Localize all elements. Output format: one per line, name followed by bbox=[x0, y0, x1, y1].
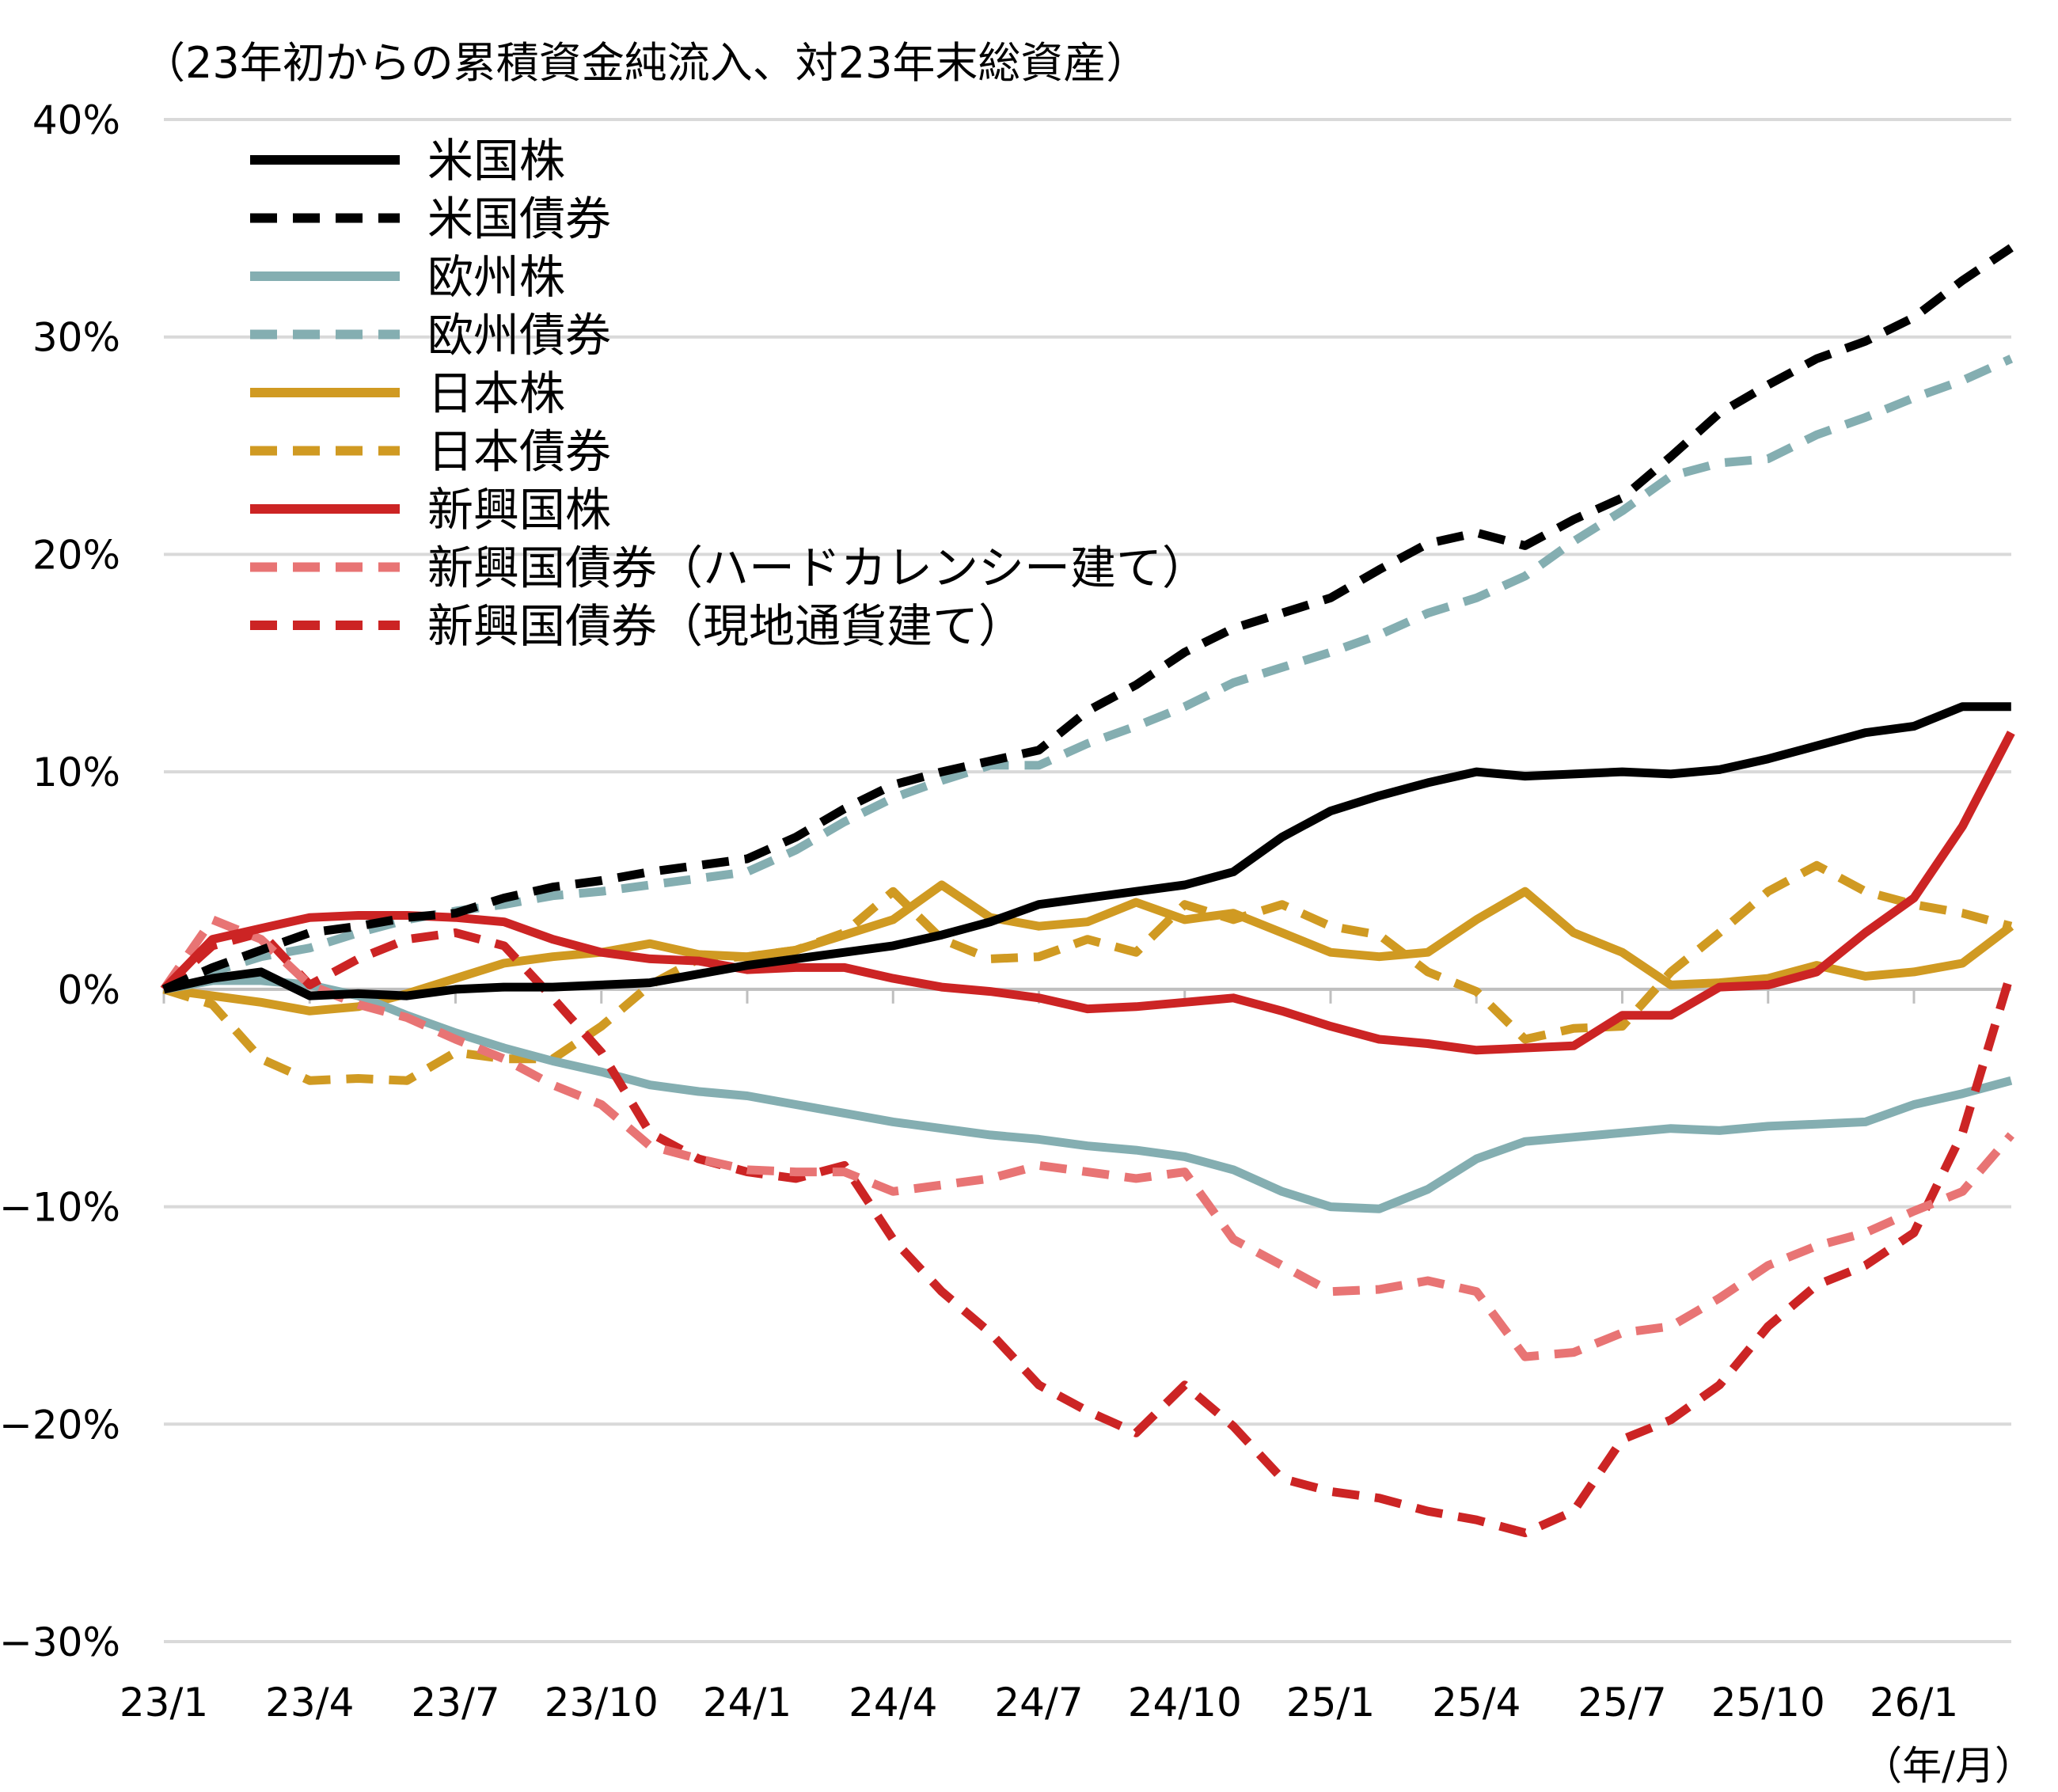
series-line bbox=[163, 880, 2014, 1016]
x-tick-label: 23/4 bbox=[265, 1680, 354, 1726]
series-line bbox=[161, 731, 2015, 1055]
x-tick-label: 25/1 bbox=[1286, 1680, 1375, 1726]
series-line bbox=[161, 244, 2014, 993]
y-tick-label: 20% bbox=[32, 532, 120, 578]
legend-label: 日本株 bbox=[427, 366, 565, 420]
x-tick-label: 23/7 bbox=[411, 1680, 499, 1726]
x-tick-label: 24/7 bbox=[994, 1680, 1083, 1726]
legend-label: 新興国株 bbox=[427, 483, 611, 537]
legend-label: 欧州債券 bbox=[427, 309, 611, 363]
x-axis-label: （年/月） bbox=[1862, 1743, 2034, 1789]
x-tick-label: 24/10 bbox=[1128, 1680, 1242, 1726]
x-tick-label: 25/4 bbox=[1432, 1680, 1521, 1726]
x-tick-label: 24/4 bbox=[849, 1680, 937, 1726]
series-line bbox=[163, 976, 2013, 1213]
legend-label: 新興国債券（現地通貨建て） bbox=[427, 599, 1024, 653]
y-tick-label: 30% bbox=[32, 315, 120, 361]
series-line bbox=[160, 915, 2014, 1361]
series-line bbox=[161, 928, 2016, 1538]
x-tick-label: 24/1 bbox=[703, 1680, 792, 1726]
x-tick-label: 23/10 bbox=[545, 1680, 659, 1726]
x-tick-label: 26/1 bbox=[1870, 1680, 1958, 1726]
x-axis: 23/1 23/4 23/7 23/10 24/1 24/4 24/7 24/10 25/1 25… bbox=[120, 987, 2011, 1726]
x-tick-label: 25/10 bbox=[1711, 1680, 1825, 1726]
legend: 米国株米国債券欧州株欧州債券日本株日本債券新興国株新興国債券（ハードカレンシー建… bbox=[250, 134, 1208, 653]
x-tick-label: 23/1 bbox=[120, 1680, 208, 1726]
legend-label: 欧州株 bbox=[427, 250, 565, 304]
y-tick-label: −30% bbox=[0, 1619, 120, 1665]
legend-label: 米国債券 bbox=[427, 192, 611, 246]
y-tick-label: −20% bbox=[0, 1402, 120, 1448]
y-tick-label: 0% bbox=[58, 967, 120, 1013]
y-tick-label: 40% bbox=[32, 97, 120, 143]
legend-label: 日本債券 bbox=[427, 425, 611, 479]
series-line bbox=[162, 702, 2011, 1000]
x-tick-label: 25/7 bbox=[1578, 1680, 1666, 1726]
y-tick-label: −10% bbox=[0, 1185, 120, 1231]
legend-label: 米国株 bbox=[427, 134, 565, 188]
series-line bbox=[162, 860, 2013, 1085]
chart-title: （23年初からの累積資金純流入、対23年末総資産） bbox=[142, 38, 1149, 88]
y-tick-label: 10% bbox=[32, 750, 120, 795]
y-axis: 40% 30% 20% 10% 0% −10% −20% −30% bbox=[0, 97, 120, 1665]
series-lines bbox=[160, 244, 2016, 1538]
legend-label: 新興国債券（ハードカレンシー建て） bbox=[427, 541, 1208, 595]
